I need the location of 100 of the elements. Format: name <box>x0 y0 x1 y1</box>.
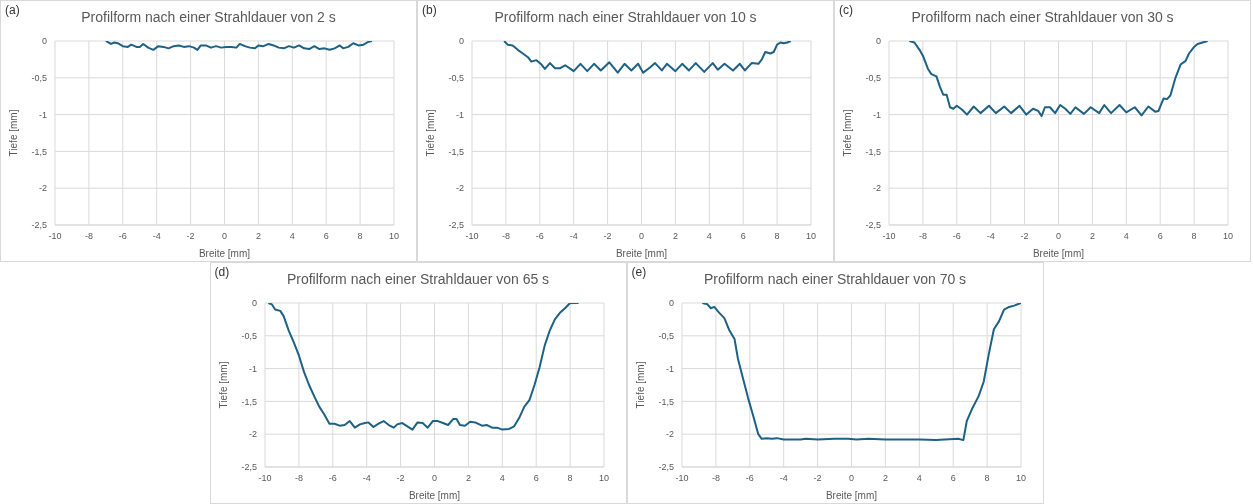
y-tick-label: 0 <box>251 298 257 309</box>
chart-title: Profilform nach einer Strahldauer von 70 s <box>703 271 967 287</box>
line-series <box>700 303 1021 442</box>
y-axis-title: Tiefe [mm] <box>7 109 19 157</box>
x-tick-label: 4 <box>1123 231 1129 242</box>
x-tick-label: 6 <box>950 473 956 484</box>
y-tick-label: -1 <box>665 363 674 374</box>
y-tick-label: -2,5 <box>240 462 257 473</box>
x-tick-label: -2 <box>813 473 822 484</box>
text: (b) <box>422 3 437 17</box>
y-tick-label: -0,5 <box>240 330 257 341</box>
x-tick-label: -4 <box>779 473 788 484</box>
x-tick-label: -10 <box>882 231 896 242</box>
y-axis-title: Tiefe [mm] <box>634 361 646 409</box>
x-tick-label: 10 <box>1222 231 1234 242</box>
line-series <box>908 41 1209 118</box>
y-axis-title: Tiefe [mm] <box>424 109 436 157</box>
y-tick-label: -2,5 <box>657 462 674 473</box>
y-tick-label: -2 <box>38 183 47 194</box>
y-tick-label: 0 <box>458 36 464 47</box>
y-tick-label: -0,5 <box>865 72 881 83</box>
y-tick-label: -2 <box>665 429 674 440</box>
x-tick-label: -6 <box>118 231 127 242</box>
x-tick-label: 4 <box>289 231 295 242</box>
x-tick-label: -4 <box>986 231 995 242</box>
y-tick-label: -2 <box>872 183 881 194</box>
x-tick-label: 0 <box>221 231 228 242</box>
x-tick-label: 8 <box>1191 231 1197 242</box>
text: (c) <box>839 3 853 17</box>
x-axis-title: Breite [mm] <box>1032 248 1085 259</box>
y-tick-label: 0 <box>41 36 47 47</box>
x-tick-label: -2 <box>603 231 612 242</box>
x-tick-label: -6 <box>745 473 754 484</box>
x-tick-label: -2 <box>1020 231 1029 242</box>
y-tick-label: -1 <box>248 363 257 374</box>
x-tick-label: 2 <box>255 231 261 242</box>
y-tick-label: -1 <box>455 109 464 120</box>
y-tick-label: -2,5 <box>865 220 881 231</box>
x-tick-label: -10 <box>257 473 272 484</box>
x-tick-label: 0 <box>431 473 437 484</box>
y-tick-label: -1 <box>38 109 47 120</box>
x-tick-label: 8 <box>567 473 573 484</box>
x-tick-label: 8 <box>984 473 990 484</box>
chart-title: Profilform nach einer Strahldauer von 10 s <box>494 9 757 25</box>
x-tick-label: -6 <box>535 231 544 242</box>
line-series <box>266 303 580 431</box>
x-tick-label: -10 <box>674 473 689 484</box>
x-tick-label: -8 <box>84 231 93 242</box>
chart-title: Profilform nach einer Strahldauer von 2 s <box>81 9 336 25</box>
x-tick-label: -2 <box>186 231 195 242</box>
y-tick-label: -1,5 <box>865 146 881 157</box>
x-tick-label: 2 <box>1089 231 1095 242</box>
x-tick-label: -8 <box>711 473 720 484</box>
x-tick-label: 6 <box>1157 231 1163 242</box>
x-tick-label: 2 <box>882 473 888 484</box>
x-tick-label: -6 <box>952 231 961 242</box>
x-tick-label: 6 <box>323 231 329 242</box>
text: (d) <box>214 265 230 279</box>
y-tick-label: -2 <box>455 183 464 194</box>
y-tick-label: -1,5 <box>657 396 674 407</box>
line-series <box>104 41 373 51</box>
x-tick-label: 10 <box>598 473 609 484</box>
x-tick-label: 10 <box>388 231 400 242</box>
y-axis-title: Tiefe [mm] <box>841 109 853 157</box>
y-tick-label: -2,5 <box>31 220 47 231</box>
x-tick-label: -8 <box>918 231 927 242</box>
y-tick-label: 0 <box>668 298 674 309</box>
x-axis-title: Breite [mm] <box>198 248 251 259</box>
x-tick-label: 2 <box>672 231 678 242</box>
chart-title: Profilform nach einer Strahldauer von 30 s <box>911 9 1174 25</box>
line-series <box>503 41 792 74</box>
x-tick-label: -4 <box>152 231 161 242</box>
x-tick-label: 8 <box>357 231 363 242</box>
x-axis-title: Breite [mm] <box>408 490 460 501</box>
x-tick-label: 4 <box>499 473 505 484</box>
x-tick-label: -8 <box>501 231 510 242</box>
y-tick-label: -1 <box>872 109 881 120</box>
x-tick-label: 8 <box>774 231 780 242</box>
chart-title: Profilform nach einer Strahldauer von 65 s <box>286 271 550 287</box>
x-tick-label: 0 <box>638 231 645 242</box>
x-tick-label: -10 <box>48 231 62 242</box>
x-tick-label: 4 <box>916 473 922 484</box>
x-tick-label: 10 <box>1015 473 1026 484</box>
x-tick-label: 6 <box>740 231 746 242</box>
y-tick-label: -1,5 <box>448 146 464 157</box>
y-tick-label: -0,5 <box>448 72 464 83</box>
x-tick-label: -10 <box>465 231 479 242</box>
x-tick-label: 6 <box>533 473 539 484</box>
x-tick-label: -6 <box>328 473 337 484</box>
text: (a) <box>5 3 20 17</box>
x-tick-label: 10 <box>805 231 817 242</box>
x-tick-label: 4 <box>706 231 712 242</box>
x-tick-label: 2 <box>465 473 471 484</box>
x-tick-label: 0 <box>848 473 854 484</box>
y-tick-label: -0,5 <box>657 330 674 341</box>
y-tick-label: -1,5 <box>31 146 47 157</box>
y-tick-label: -0,5 <box>31 72 47 83</box>
x-axis-title: Breite [mm] <box>825 490 877 501</box>
x-tick-label: -8 <box>294 473 303 484</box>
y-tick-label: -1,5 <box>240 396 257 407</box>
